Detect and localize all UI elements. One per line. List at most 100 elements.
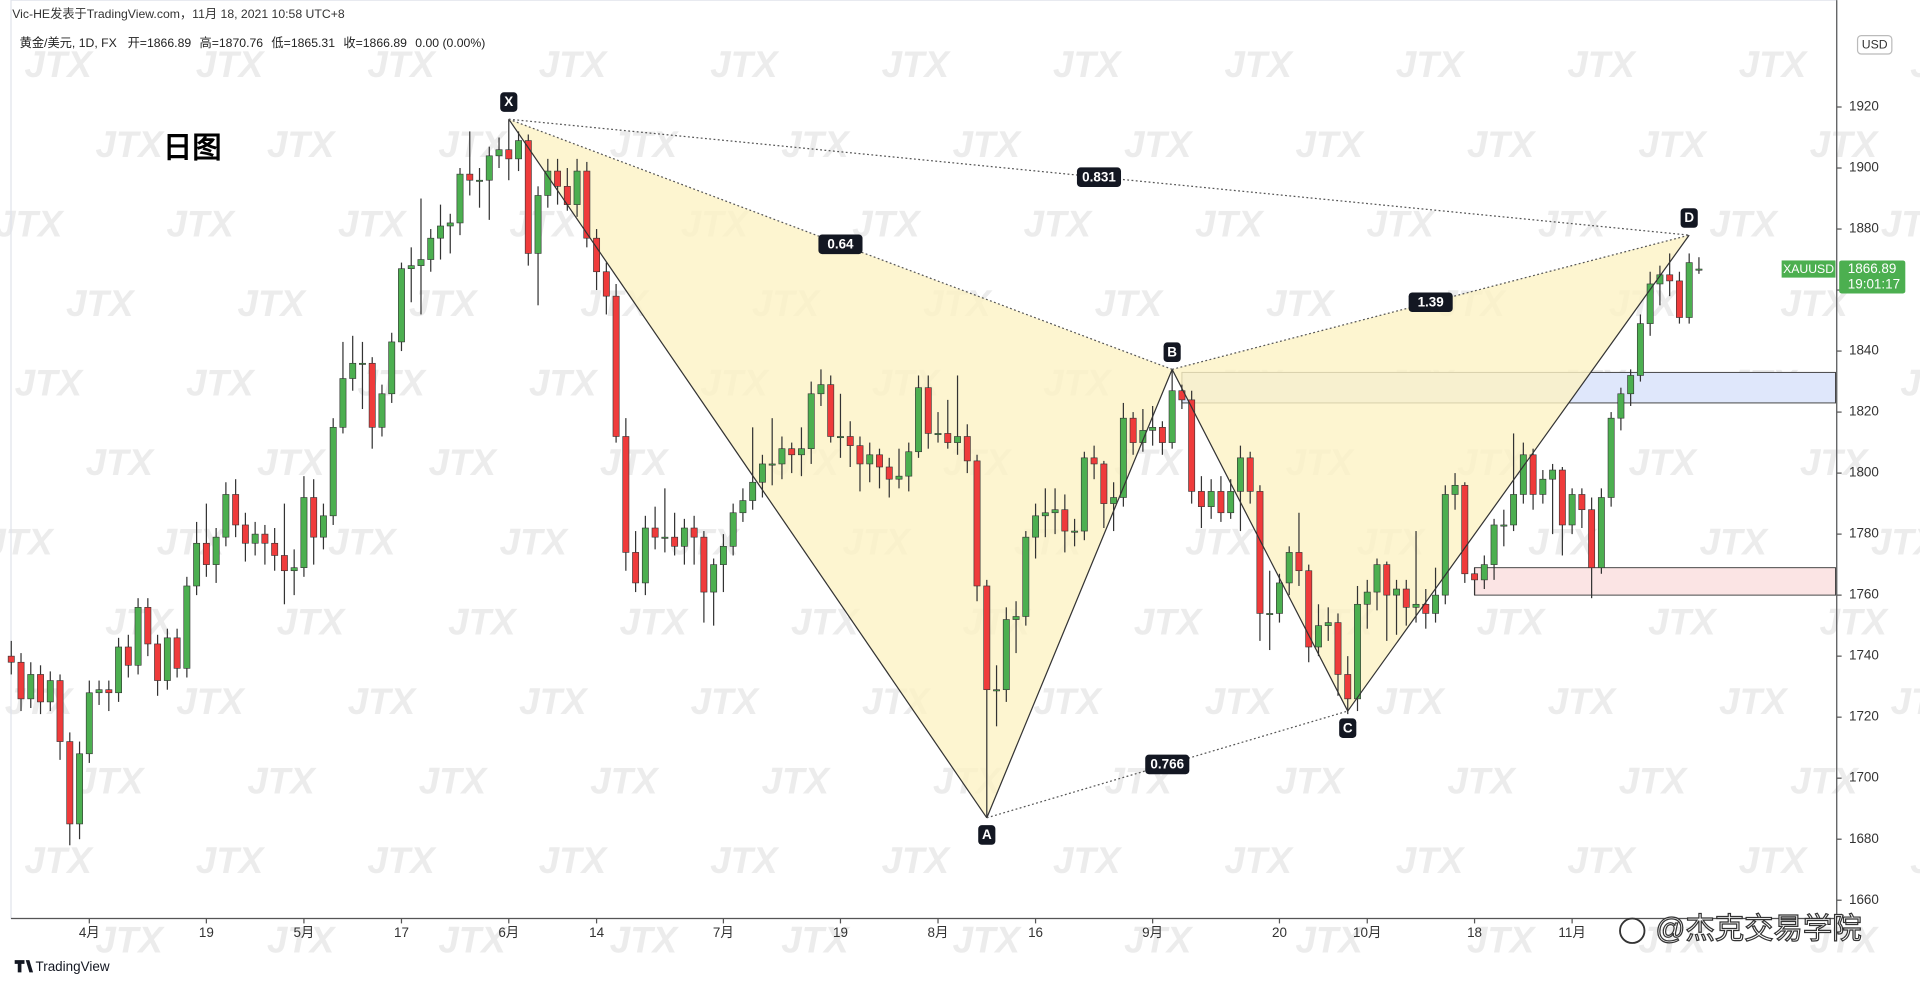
watermark: JTX xyxy=(1629,442,1699,483)
watermark: JTX xyxy=(1910,44,1920,85)
watermark: JTX xyxy=(1900,363,1920,404)
candle-body xyxy=(583,170,591,239)
candle-body xyxy=(934,433,942,435)
brand-logo xyxy=(14,960,34,973)
watermark: JTX xyxy=(1467,124,1537,165)
watermark: JTX xyxy=(781,124,851,165)
candle-body xyxy=(1090,457,1098,465)
candle-body xyxy=(378,393,386,428)
watermark: JTX xyxy=(539,840,609,881)
candle-body xyxy=(417,259,425,266)
symbol: 黄金/美元, 1D, FX xyxy=(20,35,117,50)
watermark: JTX xyxy=(419,761,489,802)
candle-body xyxy=(1461,484,1469,575)
candle-body xyxy=(534,195,542,254)
watermark: JTX xyxy=(1648,601,1718,642)
candle-body xyxy=(1344,674,1352,700)
candle-body xyxy=(895,475,903,480)
watermark: JTX xyxy=(781,920,851,961)
candle-body xyxy=(1012,616,1020,620)
ratio-badge xyxy=(1408,292,1453,313)
watermark: JTX xyxy=(1739,44,1809,85)
candle-body xyxy=(602,271,610,297)
watermark: JTX xyxy=(76,761,146,802)
candle-body xyxy=(1646,283,1654,324)
candle-body xyxy=(202,542,210,565)
watermark: JTX xyxy=(1124,920,1194,961)
candle-body xyxy=(1636,323,1644,376)
candle-body xyxy=(427,237,435,260)
watermark: JTX xyxy=(328,522,398,563)
watermark: JTX xyxy=(1396,44,1466,85)
watermark: JTX xyxy=(15,363,85,404)
watermark: JTX xyxy=(710,44,780,85)
watermark: JTX xyxy=(762,761,832,802)
ohlc-value: 1865.31 xyxy=(291,36,335,50)
candle-body xyxy=(622,436,630,553)
x-tick-label: 18 xyxy=(1467,925,1482,940)
candle-body xyxy=(1149,427,1157,431)
candle-body xyxy=(1373,564,1381,593)
watermark: JTX xyxy=(1296,124,1366,165)
ticker-tag xyxy=(1781,260,1836,278)
x-tick-label: 7月 xyxy=(713,925,734,940)
watermark: JTX xyxy=(1053,840,1123,881)
candle-body xyxy=(1158,427,1166,443)
credit: @杰克交易学院 xyxy=(1656,913,1862,946)
x-tick-label: 9月 xyxy=(1142,925,1163,940)
watermark: JTX xyxy=(247,761,317,802)
candle-body xyxy=(924,387,932,434)
candle-body xyxy=(1315,625,1322,648)
watermark: JTX xyxy=(338,203,408,244)
ratio-label: 0.831 xyxy=(1082,169,1116,184)
candle-body xyxy=(1617,393,1625,419)
candle-body xyxy=(349,362,357,379)
candle-body xyxy=(1334,622,1342,675)
candle-body xyxy=(651,527,659,538)
candle-body xyxy=(1480,564,1488,581)
candle-body xyxy=(993,689,1000,692)
point-badge xyxy=(1339,718,1357,738)
candle-body xyxy=(1529,454,1537,495)
watermark: JTX xyxy=(0,203,65,244)
ratio-badge xyxy=(1076,167,1122,187)
candle-body xyxy=(1490,524,1498,565)
candle-body xyxy=(1080,457,1088,532)
candle-body xyxy=(1285,552,1293,584)
watermark: JTX xyxy=(1538,203,1608,244)
candle-body xyxy=(1422,603,1430,614)
candle-body xyxy=(700,536,708,593)
point-badge xyxy=(500,92,518,112)
candle-body xyxy=(729,512,737,547)
x-tick-label: 10月 xyxy=(1353,925,1381,940)
candle-body xyxy=(46,680,54,703)
watermark: JTX xyxy=(1810,920,1880,961)
candle-body xyxy=(1119,417,1127,498)
candle-body xyxy=(1129,417,1137,443)
candle-body xyxy=(798,448,805,456)
candle-body xyxy=(983,585,991,691)
watermark: JTX xyxy=(691,681,761,722)
ratio-label: 0.64 xyxy=(827,236,854,251)
watermark: JTX xyxy=(1709,203,1779,244)
pattern-triangle xyxy=(1172,235,1690,712)
watermark: JTX xyxy=(882,840,952,881)
candle-body xyxy=(446,222,454,227)
candle-body xyxy=(1139,430,1147,443)
y-tick-label: 1820 xyxy=(1849,404,1879,419)
ohlc-label: 低= xyxy=(271,36,290,50)
ohlc-label: 高= xyxy=(199,35,218,50)
watermark: JTX xyxy=(1296,920,1366,961)
watermark: JTX xyxy=(66,283,136,324)
x-tick-label: 8月 xyxy=(928,925,949,940)
y-tick-label: 1800 xyxy=(1849,465,1879,480)
candle-body xyxy=(1432,594,1439,614)
watermark: JTX xyxy=(176,681,246,722)
candle-body xyxy=(1071,530,1079,533)
watermark: JTX xyxy=(1528,522,1598,563)
candle-body xyxy=(544,170,552,196)
candle-body xyxy=(954,436,961,443)
y-tick-label: 1720 xyxy=(1849,709,1879,724)
watermark: JTX xyxy=(1719,681,1789,722)
candle-body xyxy=(1354,603,1361,700)
